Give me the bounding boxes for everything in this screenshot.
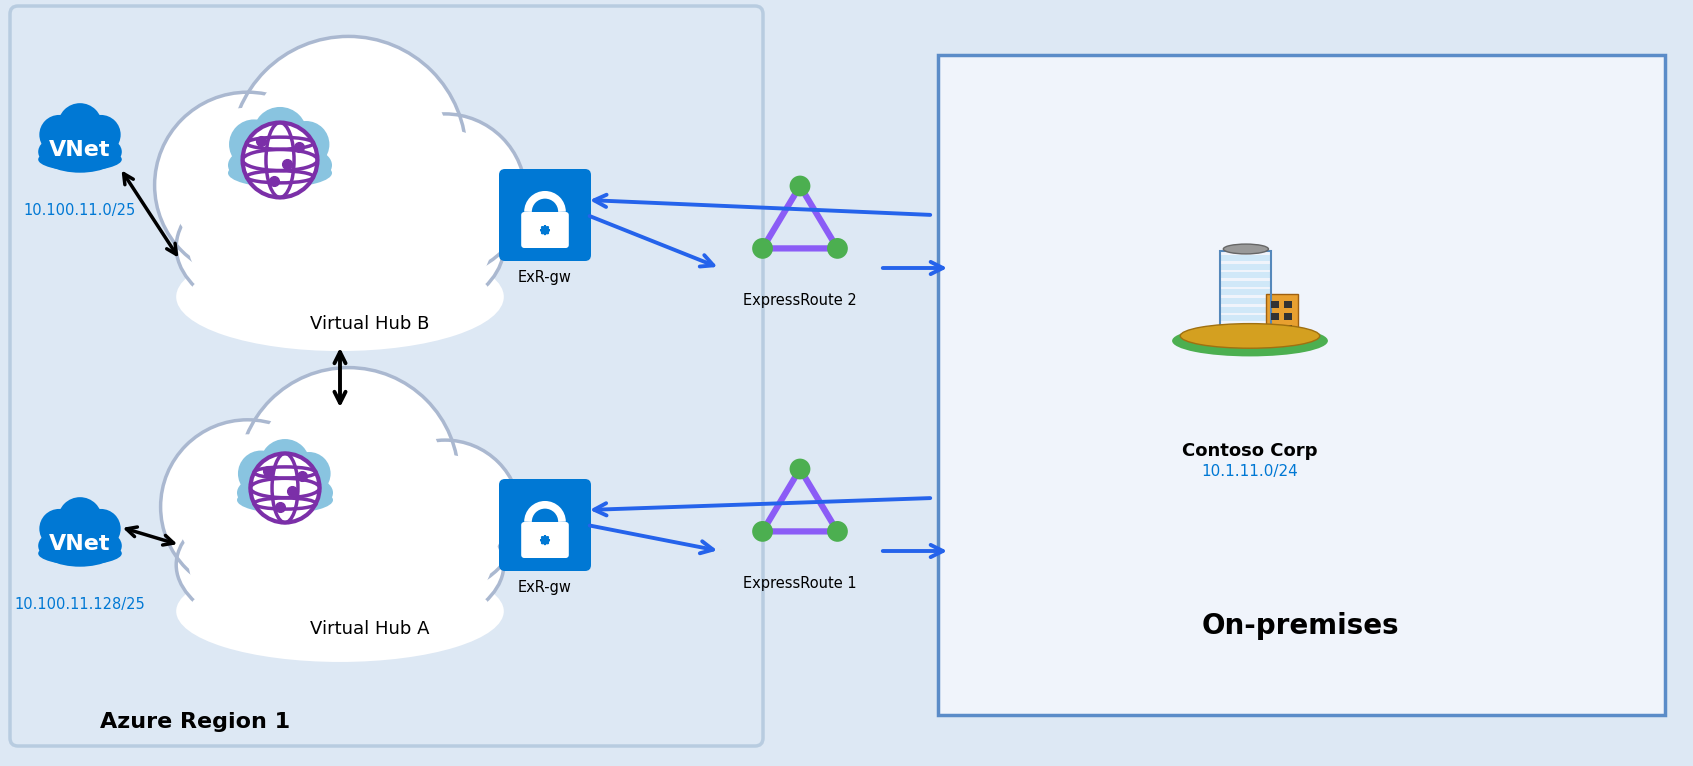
Circle shape [752,521,774,542]
Circle shape [379,129,510,260]
FancyBboxPatch shape [1221,298,1271,304]
Ellipse shape [1224,244,1268,254]
Circle shape [828,521,848,542]
Circle shape [230,37,466,272]
Circle shape [252,382,444,574]
FancyBboxPatch shape [1221,324,1271,330]
Ellipse shape [176,485,505,644]
Circle shape [58,103,102,147]
Circle shape [239,450,284,496]
Circle shape [154,92,340,278]
Circle shape [251,453,320,522]
FancyBboxPatch shape [1221,281,1271,286]
Circle shape [283,121,330,168]
Ellipse shape [237,487,334,513]
FancyBboxPatch shape [1221,255,1271,261]
Text: 10.100.11.128/25: 10.100.11.128/25 [15,597,146,612]
Circle shape [81,115,120,155]
Ellipse shape [39,131,122,172]
Circle shape [39,509,80,548]
FancyBboxPatch shape [1221,264,1271,270]
Circle shape [242,123,318,198]
Ellipse shape [1180,323,1321,349]
Ellipse shape [39,525,122,567]
Ellipse shape [176,162,505,332]
FancyBboxPatch shape [1283,301,1292,308]
Text: Virtual Hub B: Virtual Hub B [310,315,430,333]
FancyBboxPatch shape [10,6,764,746]
Circle shape [39,115,80,155]
FancyBboxPatch shape [1221,290,1271,296]
Text: Contoso Corp: Contoso Corp [1182,442,1317,460]
Ellipse shape [190,568,491,655]
Circle shape [789,175,811,196]
Circle shape [252,107,306,161]
Text: ExpressRoute 2: ExpressRoute 2 [743,293,857,308]
Text: ExR-gw: ExR-gw [518,580,572,595]
Circle shape [81,509,120,548]
Circle shape [174,434,320,579]
Circle shape [229,119,279,169]
Text: 10.100.11.0/25: 10.100.11.0/25 [24,203,135,218]
FancyBboxPatch shape [499,169,591,261]
Ellipse shape [39,542,122,565]
Text: ExR-gw: ExR-gw [518,270,572,285]
FancyBboxPatch shape [938,55,1664,715]
FancyBboxPatch shape [499,479,591,571]
Circle shape [169,108,325,263]
Circle shape [752,238,774,259]
Ellipse shape [190,495,491,634]
Text: VNet: VNet [49,140,110,160]
FancyBboxPatch shape [1221,272,1271,278]
Ellipse shape [1172,326,1327,356]
Text: VNet: VNet [49,534,110,554]
Ellipse shape [39,148,122,171]
FancyBboxPatch shape [521,212,569,248]
Circle shape [261,439,310,489]
Ellipse shape [190,250,491,343]
Text: ExpressRoute 1: ExpressRoute 1 [743,576,857,591]
FancyBboxPatch shape [1270,313,1278,320]
Circle shape [789,459,811,480]
FancyBboxPatch shape [1266,294,1297,342]
Circle shape [58,497,102,542]
FancyBboxPatch shape [1221,306,1271,313]
Text: Virtual Hub A: Virtual Hub A [310,620,430,638]
Ellipse shape [229,159,332,188]
Circle shape [288,452,330,495]
Circle shape [245,52,450,257]
FancyBboxPatch shape [521,522,569,558]
Circle shape [828,238,848,259]
FancyBboxPatch shape [1283,326,1292,332]
Ellipse shape [237,471,334,515]
Ellipse shape [190,173,491,322]
FancyBboxPatch shape [1221,316,1271,321]
Circle shape [239,368,459,588]
FancyBboxPatch shape [1270,326,1278,332]
Circle shape [364,114,525,275]
Text: On-premises: On-premises [1202,612,1398,640]
Ellipse shape [176,243,505,351]
Ellipse shape [229,142,332,188]
FancyBboxPatch shape [1283,313,1292,320]
Ellipse shape [176,561,505,662]
Text: 10.1.11.0/24: 10.1.11.0/24 [1202,464,1299,479]
FancyBboxPatch shape [1270,301,1278,308]
Circle shape [384,454,506,576]
Circle shape [369,440,520,591]
Circle shape [161,420,335,594]
Text: Azure Region 1: Azure Region 1 [100,712,290,732]
